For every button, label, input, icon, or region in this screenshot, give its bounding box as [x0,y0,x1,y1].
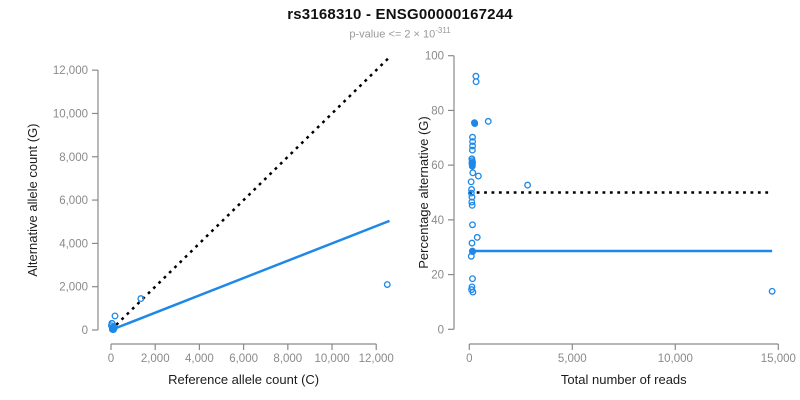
fit-line [110,219,390,332]
x-tick-label: 0 [108,353,114,365]
y-tick-label: 0 [438,324,444,336]
x-tick-label: 2,000 [141,353,170,365]
data-points [467,72,776,296]
data-point [468,201,476,209]
page-title: rs3168310 - ENSG00000167244 [287,6,513,23]
data-point [137,295,145,303]
data-point [383,281,391,288]
subtitle: p-value <= 2 × 10-311 [0,26,800,41]
y-tick-label: 10,000 [53,108,88,120]
data-point [468,159,476,167]
data-point [524,181,532,189]
data-points [107,281,391,334]
x-tick-label: 4,000 [185,353,214,365]
data-point [108,319,116,327]
x-tick-label: 0 [466,353,472,365]
y-tick-label: 60 [431,160,444,172]
data-point [471,120,479,128]
data-point [469,275,476,283]
x-tick-label: 10,000 [658,353,693,365]
data-point [468,146,476,154]
data-point [111,312,119,320]
y-tick-label: 8,000 [59,152,88,164]
data-point [467,178,475,186]
data-point [472,78,480,86]
data-point [768,287,776,295]
y-tick-label: 20 [431,270,444,282]
y-tick-label: 100 [425,51,444,63]
x-tick-label: 10,000 [314,353,349,365]
y-axis-title: Percentage alternative (G) [416,116,431,268]
data-point [468,239,476,247]
data-point [473,233,481,241]
y-axis-title: Alternative allele count (G) [25,123,40,276]
x-tick-label: 12,000 [359,353,394,365]
x-axis-title: Reference allele count (C) [168,372,319,387]
y-axis: 0 2,000 4,000 6,000 8,000 10,000 12,000 [53,65,99,337]
subtitle-pvalue-text: p-value <= 2 × 10 [349,28,436,41]
y-tick-label: 2,000 [59,282,88,294]
data-point [469,221,476,229]
data-point [474,172,482,180]
x-axis: 0 5,000 10,000 15,000 [466,343,796,365]
y-tick-label: 12,000 [53,65,88,77]
data-point [467,252,475,260]
data-point [468,193,476,201]
data-point [469,169,477,177]
figure-header: rs3168310 - ENSG00000167244 p-value <= 2… [0,0,800,41]
y-tick-label: 40 [431,215,444,227]
y-tick-label: 80 [431,105,444,117]
y-tick-label: 6,000 [59,195,88,207]
data-point [484,117,492,125]
x-tick-label: 8,000 [273,353,302,365]
data-point [468,186,476,193]
x-axis-title: Total number of reads [561,372,687,387]
data-point [469,138,477,146]
x-tick-label: 15,000 [761,353,796,365]
subtitle-exponent: -311 [435,26,451,35]
data-point [472,72,480,80]
data-point [467,189,475,197]
data-point [468,198,476,206]
x-tick-label: 6,000 [229,353,258,365]
chart-left: 0 2,000 4,000 6,000 8,000 10,000 12,000 0 2,000 4… [25,57,394,387]
data-point [469,142,477,150]
chart-right: 0 20 40 60 80 100 0 5,000 10,000 15,000 Total numb… [416,51,796,387]
identity-line [110,57,390,331]
data-point [469,288,477,296]
x-tick-label: 5,000 [558,353,587,365]
y-axis: 0 20 40 60 80 100 [425,51,455,336]
data-point [469,133,476,141]
x-axis: 0 2,000 4,000 6,000 8,000 10,000 12,000 [108,343,394,365]
y-tick-label: 4,000 [59,238,88,250]
y-tick-label: 0 [82,325,88,337]
